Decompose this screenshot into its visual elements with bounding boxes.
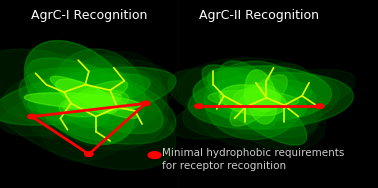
Ellipse shape xyxy=(2,67,141,124)
Ellipse shape xyxy=(230,75,287,126)
Ellipse shape xyxy=(0,67,176,125)
Ellipse shape xyxy=(59,90,129,117)
Ellipse shape xyxy=(217,61,280,129)
Ellipse shape xyxy=(41,52,161,161)
Ellipse shape xyxy=(50,76,138,118)
Ellipse shape xyxy=(0,49,176,170)
Ellipse shape xyxy=(168,68,317,137)
Ellipse shape xyxy=(221,63,310,124)
Ellipse shape xyxy=(202,65,307,145)
Circle shape xyxy=(141,101,150,106)
Ellipse shape xyxy=(183,73,340,138)
Circle shape xyxy=(28,114,36,119)
Ellipse shape xyxy=(19,68,176,144)
Ellipse shape xyxy=(30,56,130,139)
Ellipse shape xyxy=(44,60,168,150)
Ellipse shape xyxy=(42,64,167,131)
Circle shape xyxy=(85,152,93,156)
Circle shape xyxy=(195,104,203,108)
Ellipse shape xyxy=(50,49,145,144)
Ellipse shape xyxy=(67,93,122,109)
Ellipse shape xyxy=(204,61,304,139)
Ellipse shape xyxy=(188,72,353,129)
Ellipse shape xyxy=(218,86,316,122)
Ellipse shape xyxy=(193,66,332,121)
Ellipse shape xyxy=(192,71,322,150)
Ellipse shape xyxy=(62,86,112,127)
Ellipse shape xyxy=(220,85,287,116)
Ellipse shape xyxy=(232,80,312,108)
Ellipse shape xyxy=(215,69,325,150)
Ellipse shape xyxy=(63,81,128,111)
Text: AgrC-II Recognition: AgrC-II Recognition xyxy=(199,9,319,22)
Ellipse shape xyxy=(214,75,280,114)
Ellipse shape xyxy=(228,75,277,118)
Ellipse shape xyxy=(233,88,280,108)
Ellipse shape xyxy=(177,58,326,124)
Ellipse shape xyxy=(208,67,307,118)
Ellipse shape xyxy=(38,69,127,120)
Ellipse shape xyxy=(24,67,132,121)
Ellipse shape xyxy=(28,74,150,113)
Text: Minimal hydrophobic requirements
for receptor recognition: Minimal hydrophobic requirements for rec… xyxy=(162,148,344,171)
Ellipse shape xyxy=(0,78,153,136)
Ellipse shape xyxy=(228,70,312,131)
Ellipse shape xyxy=(244,83,280,111)
Circle shape xyxy=(316,104,324,108)
Ellipse shape xyxy=(68,86,133,125)
Ellipse shape xyxy=(26,58,163,133)
Ellipse shape xyxy=(42,59,175,130)
Ellipse shape xyxy=(25,41,135,145)
Ellipse shape xyxy=(24,93,141,110)
Ellipse shape xyxy=(170,70,356,139)
Ellipse shape xyxy=(245,70,277,124)
Text: AgrC-I Recognition: AgrC-I Recognition xyxy=(31,9,147,22)
Ellipse shape xyxy=(208,90,299,108)
Circle shape xyxy=(148,152,161,158)
Ellipse shape xyxy=(56,79,118,114)
